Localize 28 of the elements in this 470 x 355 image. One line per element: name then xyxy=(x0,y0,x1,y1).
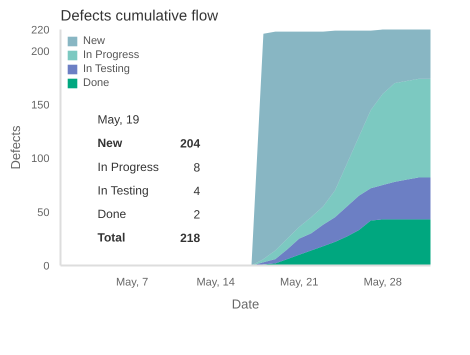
annotation: 204 xyxy=(180,136,200,151)
annotation: 2 xyxy=(193,208,200,222)
annotation: 218 xyxy=(180,231,200,246)
annotation: New xyxy=(98,136,123,150)
annotation: Done xyxy=(98,207,127,222)
x-tick-label: May, 7 xyxy=(116,276,148,288)
y-tick-label: 150 xyxy=(31,100,50,112)
annotation: In Progress xyxy=(98,160,159,174)
x-tick-label: May, 28 xyxy=(364,276,402,288)
chart-title: Defects cumulative flow xyxy=(60,8,218,24)
annotation: May, 19 xyxy=(98,112,140,127)
x-axis-title: Date xyxy=(232,296,260,312)
annotation: 4 xyxy=(193,184,200,198)
y-tick-label: 220 xyxy=(31,24,50,36)
annotation: 8 xyxy=(193,160,200,174)
x-tick-label: May, 21 xyxy=(280,276,318,288)
legend-label: New xyxy=(83,35,106,47)
x-tick-label: May, 14 xyxy=(196,276,235,288)
y-tick-label: 200 xyxy=(31,46,50,58)
y-axis-title: Defects xyxy=(8,124,24,170)
y-tick-label: 0 xyxy=(43,260,50,272)
y-tick-label: 50 xyxy=(37,206,50,219)
annotation: Total xyxy=(98,230,126,245)
y-tick-label: 100 xyxy=(31,153,50,166)
legend-label: In Testing xyxy=(83,63,130,75)
annotation: In Testing xyxy=(98,183,149,198)
legend-label: In Progress xyxy=(83,49,140,61)
legend-label: Done xyxy=(83,77,110,89)
